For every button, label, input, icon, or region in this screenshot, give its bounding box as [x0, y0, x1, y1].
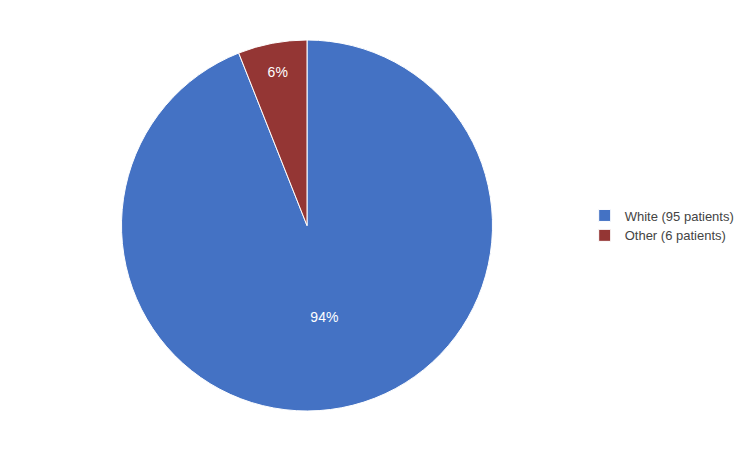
svg-text:White (95 patients): White (95 patients): [625, 209, 734, 224]
svg-text:94%: 94%: [310, 309, 338, 325]
svg-text:6%: 6%: [268, 64, 288, 80]
svg-text:Other (6 patients): Other (6 patients): [625, 228, 726, 243]
